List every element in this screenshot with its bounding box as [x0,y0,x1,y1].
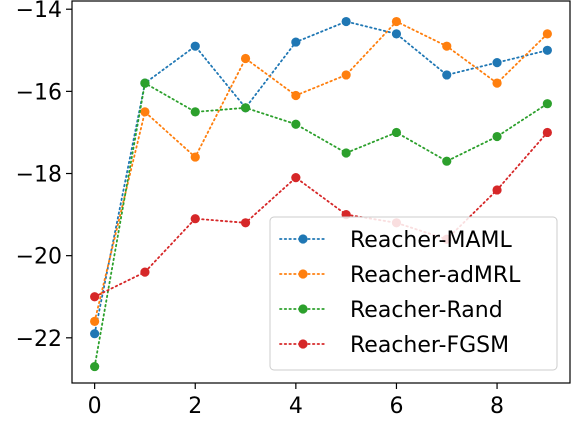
x-tick-label: 6 [389,394,403,419]
y-axis: −22 −20 −18 −16 −14 [16,0,72,352]
y-tick-label: −22 [16,327,62,352]
data-point-2-3 [240,103,251,113]
data-point-1-4 [291,90,301,101]
data-point-1-7 [442,41,452,51]
series-line-2 [93,81,549,368]
data-point-2-5 [341,148,351,158]
data-point-0-7 [442,70,452,80]
data-point-0-0 [90,329,100,339]
data-point-1-5 [341,70,351,80]
data-point-3-1 [140,267,150,277]
data-point-2-1 [140,78,150,88]
legend-swatch-marker-1 [298,269,308,279]
data-point-3-9 [542,127,552,138]
x-tick-label: 0 [88,394,102,419]
legend-box [269,216,558,371]
data-point-3-0 [90,292,100,302]
y-tick-label: −16 [16,80,62,105]
data-point-1-0 [90,316,100,326]
series-line-3 [93,131,549,298]
y-tick-label: −20 [16,245,62,270]
data-point-0-8 [492,58,502,68]
data-point-0-5 [341,16,351,27]
legend-swatch-marker-2 [298,304,308,314]
legend-swatch-marker-0 [298,234,308,244]
data-point-1-2 [190,152,200,162]
x-tick-label: 8 [490,394,504,419]
data-point-3-3 [240,218,251,228]
data-point-3-4 [291,173,301,183]
data-point-2-9 [542,99,552,109]
plot-area [90,16,552,372]
data-point-1-6 [391,16,402,27]
series-line-1 [93,20,549,323]
data-point-2-4 [291,119,301,129]
data-point-3-8 [492,185,502,195]
legend-label-1: Reacher-adMRL [350,263,521,288]
legend-label-3: Reacher-FGSM [350,333,509,358]
data-point-2-6 [391,127,402,138]
x-tick-label: 4 [289,394,303,419]
legend: Reacher-MAML Reacher-adMRL Reacher-Rand Rea… [269,216,558,371]
y-tick-label: −18 [16,163,62,188]
data-point-3-2 [190,214,200,224]
data-point-1-1 [140,107,150,117]
plot-frame [71,0,571,384]
legend-swatch-marker-3 [298,339,308,349]
data-point-2-2 [190,107,200,117]
data-point-0-6 [391,29,402,39]
data-point-2-7 [442,156,452,166]
data-point-1-9 [542,29,552,39]
data-point-0-4 [291,37,301,47]
data-point-0-9 [542,45,552,55]
data-point-2-8 [492,131,502,142]
series-line-0 [93,20,549,335]
data-point-2-0 [90,361,100,372]
y-tick-label: −14 [16,0,62,23]
x-axis: 0 2 4 6 8 [88,383,504,419]
data-point-0-2 [190,41,200,51]
data-point-1-3 [240,53,251,64]
x-tick-label: 2 [188,394,202,419]
legend-label-2: Reacher-Rand [350,298,503,323]
data-point-1-8 [492,78,502,88]
legend-label-0: Reacher-MAML [350,228,512,253]
